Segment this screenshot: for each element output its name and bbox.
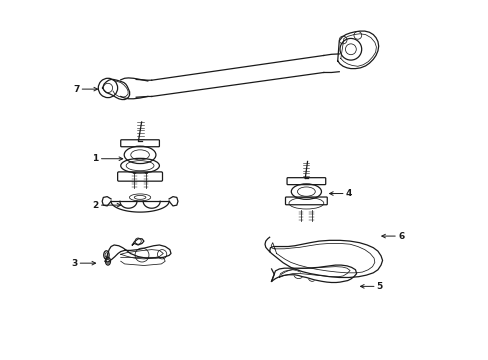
Text: 6: 6	[381, 231, 404, 240]
Text: 2: 2	[92, 201, 121, 210]
Polygon shape	[102, 80, 129, 100]
Text: 3: 3	[71, 258, 95, 267]
Polygon shape	[337, 31, 378, 69]
Text: 7: 7	[73, 85, 97, 94]
Text: 4: 4	[329, 189, 351, 198]
Text: 1: 1	[92, 154, 122, 163]
Polygon shape	[271, 265, 356, 283]
Text: 5: 5	[360, 282, 382, 291]
Polygon shape	[269, 240, 382, 278]
